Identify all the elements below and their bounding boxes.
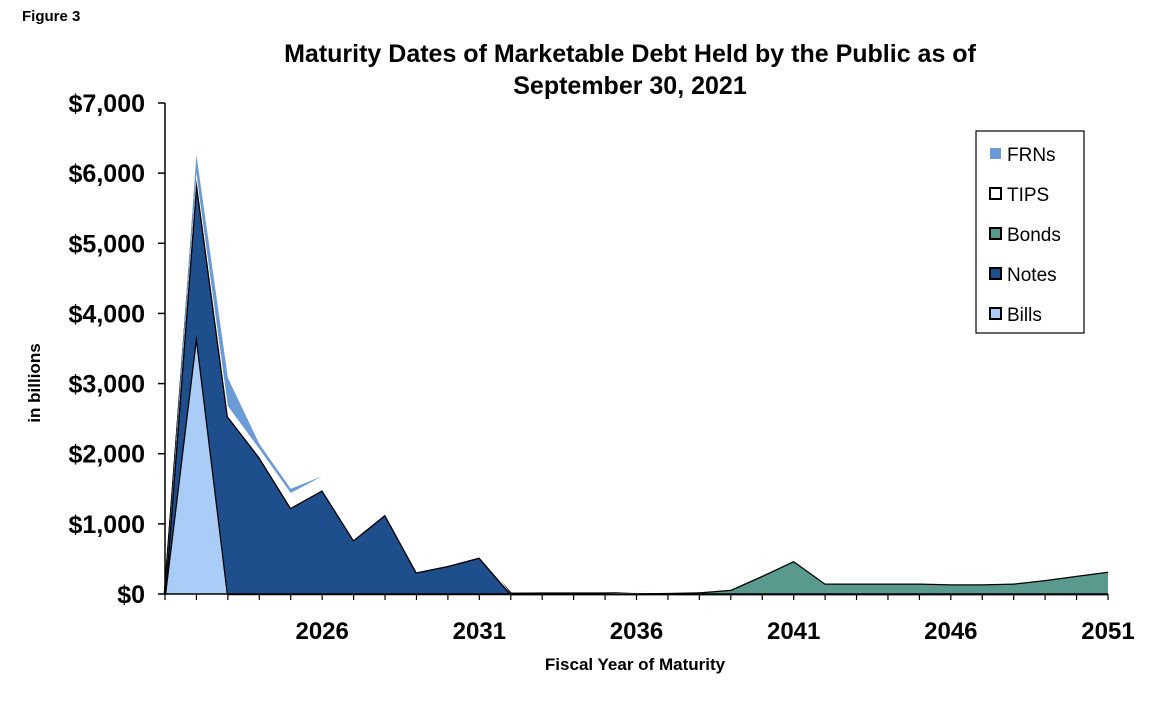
legend-item-frns: FRNs bbox=[990, 145, 1056, 166]
x-tick-label: 2026 bbox=[295, 618, 348, 645]
legend-swatch bbox=[989, 227, 1002, 240]
chart-title-line1: Maturity Dates of Marketable Debt Held b… bbox=[284, 40, 976, 68]
legend-label: Bills bbox=[1007, 305, 1042, 326]
figure-label: Figure 3 bbox=[22, 8, 81, 25]
legend-label: FRNs bbox=[1007, 145, 1056, 166]
legend-swatch bbox=[989, 307, 1002, 320]
chart-title-line2: September 30, 2021 bbox=[513, 72, 747, 100]
y-tick-labels: $0 $1,000 $2,000 $3,000 $4,000 $5,000 $6,000 $7… bbox=[69, 90, 145, 609]
y-tick-label: $7,000 bbox=[69, 90, 145, 118]
legend-label: Bonds bbox=[1007, 225, 1061, 246]
y-tick-label: $5,000 bbox=[69, 230, 145, 258]
series-areas bbox=[163, 154, 1109, 596]
y-tick-label: $1,000 bbox=[69, 511, 145, 539]
legend-swatch bbox=[990, 148, 1001, 159]
x-axis-label: Fiscal Year of Maturity bbox=[545, 655, 726, 674]
x-tick-label: 2046 bbox=[924, 618, 977, 645]
legend: FRNs TIPS Bonds Notes Bills bbox=[975, 130, 1085, 334]
y-tick-label: $6,000 bbox=[69, 160, 145, 188]
legend-label: TIPS bbox=[1007, 185, 1049, 206]
legend-label: Notes bbox=[1007, 265, 1057, 286]
y-tick-label: $4,000 bbox=[69, 300, 145, 328]
y-tick-label: $0 bbox=[117, 581, 145, 609]
x-tick-labels: 2026 2031 2036 2041 2046 2051 bbox=[295, 618, 1134, 645]
chart-title: Maturity Dates of Marketable Debt Held b… bbox=[230, 38, 1030, 102]
x-tick-label: 2041 bbox=[767, 618, 820, 645]
x-tick-label: 2036 bbox=[610, 618, 663, 645]
legend-item-bills: Bills bbox=[989, 305, 1042, 326]
x-tick-label: 2031 bbox=[453, 618, 506, 645]
legend-swatch bbox=[989, 187, 1002, 200]
y-tick-label: $2,000 bbox=[69, 441, 145, 469]
legend-item-tips: TIPS bbox=[989, 185, 1049, 206]
x-tick-label: 2051 bbox=[1081, 618, 1134, 645]
series-area-notes bbox=[165, 180, 1108, 594]
y-axis-label: in billions bbox=[25, 343, 44, 422]
legend-item-notes: Notes bbox=[989, 265, 1057, 286]
y-tick-label: $3,000 bbox=[69, 371, 145, 399]
legend-swatch bbox=[989, 267, 1002, 280]
legend-item-bonds: Bonds bbox=[989, 225, 1061, 246]
axes bbox=[158, 102, 1109, 600]
